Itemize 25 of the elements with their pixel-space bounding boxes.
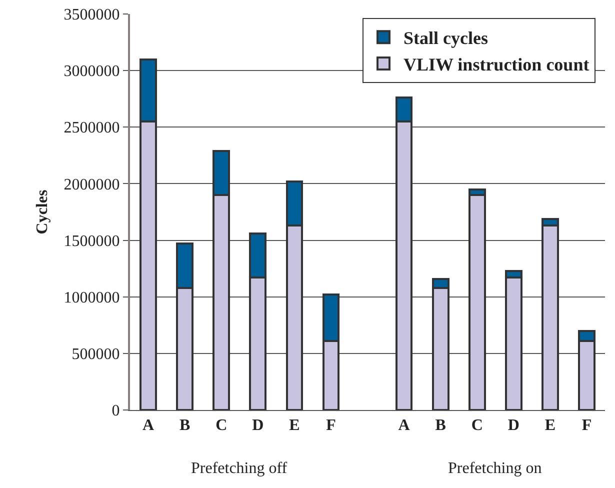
y-axis-title: Cycles [34,190,52,234]
text: Prefetching on [448,460,542,477]
x-tick-label: F [582,417,592,434]
y-tick-label: 2000000 [64,176,120,194]
y-tick-label: 2500000 [64,120,120,137]
y-tick-label: 1500000 [64,232,120,250]
y-tick-label: 500000 [72,346,120,364]
x-tick-label: A [398,417,410,434]
x-tick-label: C [216,417,228,434]
legend-label: Stall cycles [404,28,488,48]
x-tick-label: F [326,417,336,434]
text: Prefetching off [191,460,288,477]
x-tick-label: E [289,417,300,434]
x-tick-label: B [179,417,190,434]
x-tick-label: D [508,417,520,434]
y-tick-label: 0 [112,402,120,420]
x-tick-label: B [435,417,446,434]
x-tick-label: A [142,417,154,434]
x-tick-label: D [252,417,264,434]
x-tick-label: E [544,417,556,434]
y-tick-label: 3000000 [64,63,120,80]
x-tick-label: C [471,417,483,434]
y-tick-label: 3500000 [64,6,120,24]
y-tick-label: 1000000 [64,289,120,306]
legend-label: VLIW instruction count [404,54,590,75]
